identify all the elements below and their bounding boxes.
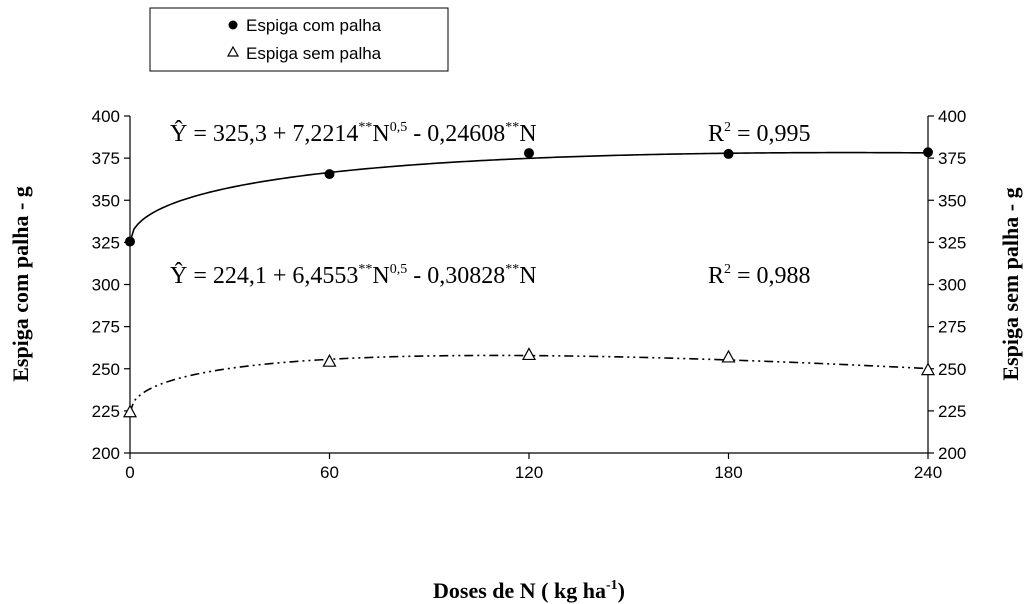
- right-y-tick-label: 225: [938, 402, 966, 421]
- legend-marker-espiga-com-palha: [228, 20, 238, 30]
- data-point: [920, 362, 936, 376]
- left-y-tick-label: 400: [92, 107, 120, 126]
- right-y-tick-label: 400: [938, 107, 966, 126]
- eq1-sup3: **: [505, 262, 519, 277]
- eq0-sup1: **: [358, 120, 372, 135]
- eq1-r2-value: = 0,988: [731, 263, 811, 289]
- eq1-mid2: - 0,30828: [407, 263, 505, 289]
- data-point: [923, 147, 933, 158]
- eq0-r2-label: R: [708, 121, 724, 147]
- left-y-tick-label: 325: [92, 233, 120, 252]
- left-y-tick-label: 300: [92, 276, 120, 295]
- right-y-tick-label: 325: [938, 233, 966, 252]
- eq1-sup1: **: [358, 262, 372, 277]
- eq0-r2-sup: 2: [724, 120, 731, 135]
- left-y-tick-label: 225: [92, 402, 120, 421]
- eq0-mid1: N: [372, 121, 389, 147]
- legend-label-espiga-sem-palha: Espiga sem palha: [246, 44, 382, 63]
- legend-marker-espiga-sem-palha: [226, 45, 240, 57]
- data-point: [125, 236, 135, 247]
- legend-label-espiga-com-palha: Espiga com palha: [246, 16, 382, 35]
- eq1-lhs: Ŷ = 224,1 + 6,4553: [170, 263, 358, 289]
- eq0-r2-value: = 0,995: [731, 121, 811, 147]
- x-axis-title-sup: -1: [606, 578, 618, 593]
- x-axis-title-tail: ): [618, 578, 625, 603]
- x-ticks: 0 60 120 180 240: [125, 453, 942, 482]
- data-point: [322, 353, 337, 367]
- left-y-tick-label: 350: [92, 191, 120, 210]
- data-point: [723, 148, 734, 159]
- eq0-lhs: Ŷ = 325,3 + 7,2214: [170, 121, 358, 147]
- eq1-mid3: N: [519, 263, 536, 289]
- data-point: [721, 349, 736, 363]
- left-y-tick-label: 200: [92, 444, 120, 463]
- eq0-sup2: 0,5: [390, 120, 408, 135]
- right-y-axis-title: Espiga sem palha - g: [998, 187, 1023, 380]
- eq0-mid3: N: [519, 121, 536, 147]
- left-y-tick-label: 250: [92, 360, 120, 379]
- left-y-tick-label: 275: [92, 318, 120, 337]
- series-espiga-com-palha-points: [125, 147, 933, 247]
- eq0-sup3: **: [505, 120, 519, 135]
- right-y-tick-label: 350: [938, 191, 966, 210]
- data-point: [324, 169, 335, 180]
- right-y-tick-label: 275: [938, 318, 966, 337]
- x-tick-label: 60: [320, 463, 339, 482]
- fit-curve-espiga-com-palha: [129, 151, 929, 243]
- right-y-tick-label: 300: [938, 276, 966, 295]
- data-point: [122, 404, 138, 418]
- right-y-ticks: 200 225 250 275 300 325 350 375 400: [928, 107, 966, 463]
- left-y-axis-title: Espiga com palha - g: [8, 186, 33, 382]
- legend: Espiga com palha Espiga sem palha: [149, 7, 449, 72]
- fit-curve-espiga-sem-palha: [129, 354, 929, 413]
- x-tick-label: 180: [714, 463, 742, 482]
- right-y-tick-label: 375: [938, 149, 966, 168]
- equation-espiga-com-palha: Ŷ = 325,3 + 7,2214**N0,5 - 0,24608**N R2…: [170, 120, 811, 147]
- x-tick-label: 0: [125, 463, 134, 482]
- left-y-tick-label: 375: [92, 149, 120, 168]
- eq1-mid1: N: [372, 263, 389, 289]
- left-y-ticks: 200 225 250 275 300 325 350 375 400: [92, 107, 130, 463]
- equation-espiga-sem-palha: Ŷ = 224,1 + 6,4553**N0,5 - 0,30828**N R2…: [170, 262, 811, 289]
- series-espiga-sem-palha-points: [122, 347, 936, 418]
- data-point: [524, 148, 534, 159]
- eq1-sup2: 0,5: [390, 262, 408, 277]
- data-point: [521, 347, 537, 361]
- x-axis-title-main: Doses de N ( kg ha: [433, 578, 606, 603]
- x-axis-title: Doses de N ( kg ha-1): [433, 578, 625, 603]
- right-y-tick-label: 200: [938, 444, 966, 463]
- legend-box: [149, 7, 449, 72]
- eq1-r2-sup: 2: [724, 262, 731, 277]
- eq0-mid2: - 0,24608: [407, 121, 505, 147]
- x-tick-label: 120: [515, 463, 543, 482]
- eq1-r2-label: R: [708, 263, 724, 289]
- right-y-tick-label: 250: [938, 360, 966, 379]
- x-tick-label: 240: [914, 463, 942, 482]
